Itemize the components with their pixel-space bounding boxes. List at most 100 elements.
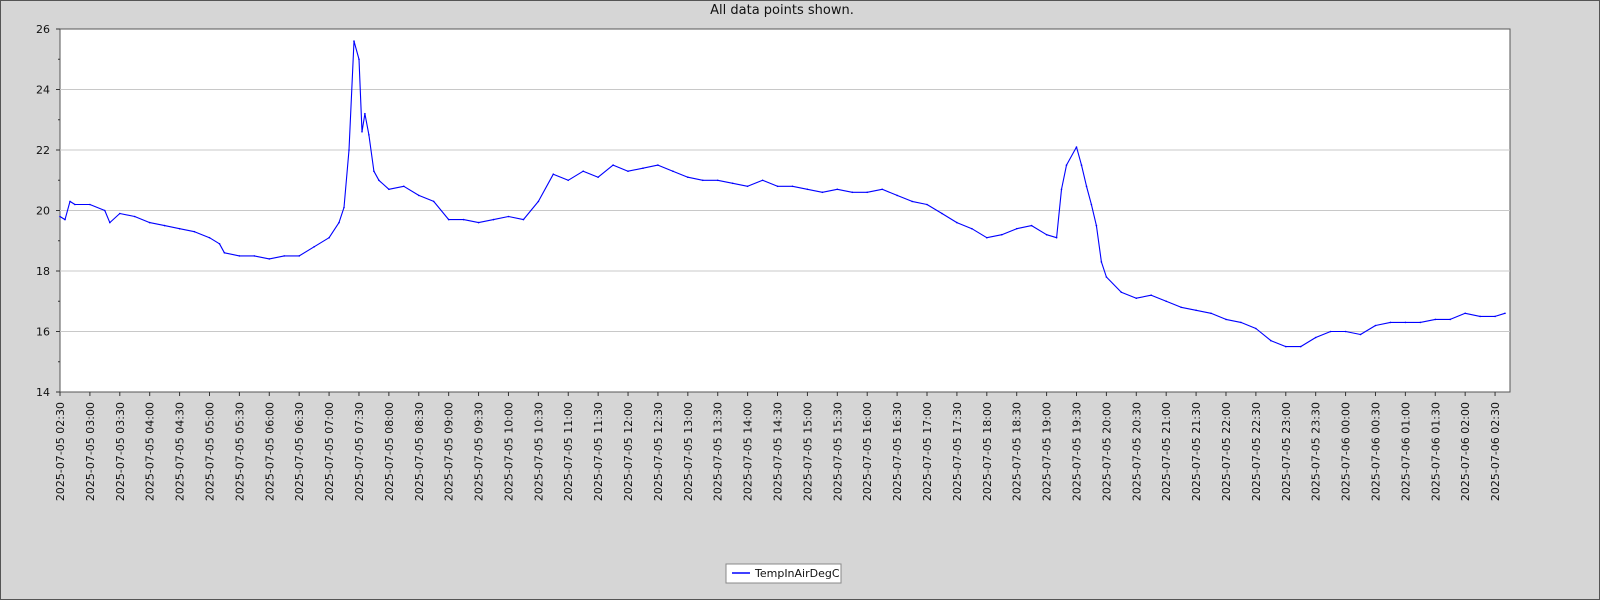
x-tick-label: 2025-07-05 07:00 [323,402,336,501]
data-point [343,206,345,209]
data-point [881,188,883,191]
data-point [148,221,151,224]
data-point [941,212,943,215]
data-point [361,131,363,133]
x-tick-label: 2025-07-05 21:00 [1160,402,1173,501]
data-point [791,185,794,188]
x-tick-label: 2025-07-05 17:00 [921,402,934,501]
data-point [418,194,420,197]
series-layer [59,40,1506,348]
data-point [1479,315,1481,318]
data-point [776,185,779,188]
data-point [353,40,355,42]
data-point [1030,224,1033,227]
data-point [1270,339,1272,342]
y-tick-label: 14 [36,386,50,399]
x-tick-label: 2025-07-05 20:00 [1100,402,1113,501]
y-tick-label: 22 [36,144,50,157]
x-tick-label: 2025-07-05 19:00 [1041,402,1054,501]
data-point [1374,324,1377,327]
data-point [64,218,66,221]
grid-layer [60,89,1510,332]
data-point [1180,306,1182,309]
data-point [492,218,495,221]
x-tick-label: 2025-07-05 03:00 [84,402,97,501]
data-point [1095,224,1098,227]
data-point [582,170,584,172]
x-tick-label: 2025-07-05 22:00 [1220,402,1233,501]
x-tick-label: 2025-07-05 14:30 [772,402,785,501]
data-point [1120,291,1123,294]
x-tick-label: 2025-07-05 11:30 [592,402,605,501]
x-tick-label: 2025-07-05 10:30 [532,402,545,501]
data-point [836,188,839,191]
data-point [537,200,540,203]
y-tick-label: 20 [36,205,50,218]
x-tick-label: 2025-07-05 11:00 [562,402,575,501]
x-tick-label: 2025-07-06 01:30 [1429,402,1442,501]
x-axis: 2025-07-05 02:30 2025-07-05 03:00 2025-07-… [54,392,1502,501]
x-tick-label: 2025-07-05 04:30 [174,402,187,501]
x-tick-label: 2025-07-05 18:30 [1011,402,1024,501]
data-point [1419,321,1422,324]
x-tick-label: 2025-07-05 21:30 [1190,402,1203,501]
data-point [926,203,928,206]
data-point [731,182,734,185]
data-point [1299,345,1302,348]
x-tick-label: 2025-07-05 04:00 [144,402,157,501]
data-point [69,200,71,203]
data-point [1100,261,1103,263]
data-point [1504,312,1506,315]
data-point [388,188,390,191]
data-point [364,112,366,115]
data-point [59,215,61,218]
data-point [1344,330,1347,333]
data-point [348,149,350,151]
data-point [109,221,111,224]
data-point [1150,294,1152,297]
data-point [358,58,360,61]
data-point [1255,327,1257,330]
data-point [253,255,256,257]
data-point [133,215,136,218]
y-tick-label: 18 [36,265,50,278]
data-point [1105,276,1108,278]
x-tick-label: 2025-07-05 09:30 [473,402,486,501]
x-tick-label: 2025-07-05 12:30 [652,402,665,501]
data-point [1240,321,1242,324]
x-tick-label: 2025-07-05 22:30 [1250,402,1263,501]
x-tick-label: 2025-07-05 14:00 [742,402,755,501]
x-tick-label: 2025-07-05 02:30 [54,402,67,501]
data-point [432,200,435,203]
data-point [208,236,211,239]
data-point [1434,318,1437,321]
x-tick-label: 2025-07-05 18:00 [981,402,994,501]
data-point [627,170,629,172]
x-tick-label: 2025-07-05 15:30 [831,402,844,501]
data-point [552,173,555,175]
x-tick-label: 2025-07-05 08:00 [383,402,396,501]
data-point [378,179,380,182]
data-point [702,179,704,182]
data-point [672,170,674,172]
data-point [986,236,988,239]
y-axis: 14 16 18 20 22 24 26 [36,23,60,399]
data-point [1015,227,1018,230]
data-point [746,185,749,188]
data-point [1314,336,1317,339]
data-point [193,230,196,233]
x-tick-label: 2025-07-05 06:00 [263,402,276,501]
x-tick-label: 2025-07-05 07:30 [353,402,366,501]
x-tick-label: 2025-07-06 02:30 [1489,402,1502,501]
data-point [477,221,480,224]
data-point [1085,185,1088,188]
x-tick-label: 2025-07-05 19:30 [1070,402,1083,501]
chart-title: All data points shown. [710,3,854,18]
data-point [1075,146,1078,148]
data-point [368,134,370,136]
data-point [507,215,510,218]
data-point [866,191,868,194]
data-point [447,218,450,221]
data-point [74,203,76,206]
